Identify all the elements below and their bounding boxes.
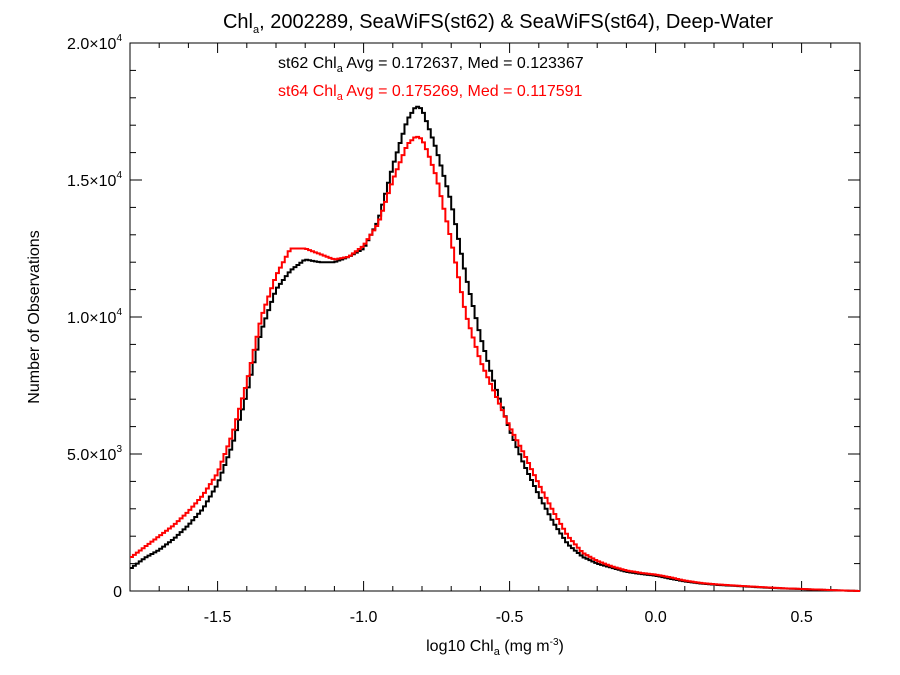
y-tick-mantissa: 0 — [113, 584, 122, 601]
x-axis-label-sub: a — [494, 646, 501, 658]
annotation-st64: st64 Chla Avg = 0.175269, Med = 0.117591 — [278, 83, 583, 103]
x-tick-label: -1.5 — [204, 609, 232, 626]
annotation-st62-post: Avg = 0.172637, Med = 0.123367 — [343, 55, 584, 72]
x-tick-label: 0.5 — [790, 609, 812, 626]
chart-title: Chla, 2002289, SeaWiFS(st62) & SeaWiFS(s… — [223, 11, 773, 36]
y-tick-exponent: 3 — [116, 444, 122, 455]
annotation-st62-pre: st62 Chl — [278, 55, 337, 72]
x-tick-label: -1.0 — [350, 609, 378, 626]
x-axis-label-post: ) — [559, 638, 564, 655]
annotation-st62: st62 Chla Avg = 0.172637, Med = 0.123367 — [278, 55, 584, 75]
y-tick-mantissa: 1.5×10 — [67, 173, 116, 190]
chart-title-post: , 2002289, SeaWiFS(st62) & SeaWiFS(st64)… — [259, 11, 773, 33]
y-tick-label: 0 — [113, 584, 122, 601]
x-tick-label: 0.0 — [644, 609, 666, 626]
annotation-st64-sub: a — [337, 91, 344, 103]
y-tick-label: 1.0×104 — [67, 307, 122, 327]
series-group — [130, 105, 860, 592]
x-axis-label-mid: (mg m — [500, 638, 550, 655]
annotation-st62-sub: a — [337, 63, 344, 75]
x-tick-label: -0.5 — [496, 609, 524, 626]
chart-title-sub: a — [253, 24, 260, 36]
y-tick-label: 2.0×104 — [67, 33, 122, 53]
y-tick-exponent: 4 — [116, 307, 122, 318]
x-axis-label: log10 Chla (mg m-3) — [426, 637, 564, 658]
x-axis-label-pre: log10 Chl — [426, 638, 494, 655]
y-tick-label: 1.5×104 — [67, 170, 122, 190]
y-tick-mantissa: 1.0×10 — [67, 310, 116, 327]
y-tick-mantissa: 2.0×10 — [67, 36, 116, 53]
y-axis-label: Number of Observations — [26, 230, 43, 403]
series-line-st64 — [130, 135, 860, 592]
annotation-st64-post: Avg = 0.175269, Med = 0.117591 — [343, 83, 583, 100]
series-line-st62 — [130, 105, 860, 592]
x-axis-label-sup: -3 — [550, 637, 559, 648]
annotation-st64-pre: st64 Chl — [278, 83, 337, 100]
chart-title-pre: Chl — [223, 11, 253, 33]
plot-frame — [129, 42, 861, 592]
y-tick-label: 5.0×103 — [67, 444, 122, 464]
axis-ticks: -1.5 -1.0 -0.5 0.0 0.505.0×1031.0×1041.5×104… — [67, 33, 861, 626]
y-tick-exponent: 4 — [116, 170, 122, 181]
y-tick-exponent: 4 — [116, 33, 122, 44]
y-tick-mantissa: 5.0×10 — [67, 447, 116, 464]
